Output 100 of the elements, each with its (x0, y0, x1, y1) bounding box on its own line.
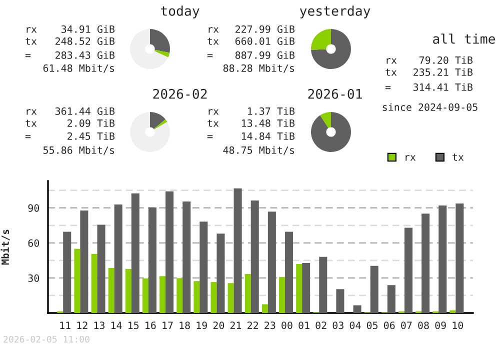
bar (268, 212, 276, 313)
x-tick-label: 19 (196, 322, 207, 330)
bar (422, 214, 430, 313)
bar (250, 200, 259, 313)
x-tick-label: 07 (401, 322, 412, 330)
text: 34.91 GiB (61, 25, 115, 33)
bar (234, 188, 242, 313)
bar (302, 263, 310, 313)
bar (216, 234, 225, 313)
text: 88.28 Mbit/s (223, 64, 294, 73)
donut-slice (320, 112, 331, 128)
bar (80, 210, 88, 313)
bar (166, 191, 174, 313)
text: 1.37 TiB (248, 107, 295, 115)
bar (200, 222, 208, 313)
text: rx (26, 109, 37, 115)
x-tick-label: 17 (162, 322, 173, 329)
text: 14.84 TiB (242, 132, 295, 140)
text: rx (386, 58, 397, 64)
x-tick-label: 03 (332, 322, 344, 330)
x-tick-label: 14 (111, 322, 122, 329)
text: 61.48 Mbit/s (43, 64, 114, 73)
bar (456, 204, 464, 313)
bar (450, 310, 456, 313)
bar (182, 201, 191, 313)
bar (63, 232, 72, 313)
donut-slice (311, 112, 351, 152)
bar (148, 208, 156, 313)
x-tick-label: 04 (350, 322, 361, 330)
text: rx (208, 27, 219, 33)
bar (210, 282, 217, 313)
text: 79.20 TiB (419, 56, 473, 64)
donut-slice (130, 29, 168, 69)
bar (387, 285, 396, 313)
bar (160, 276, 166, 313)
bar (194, 281, 200, 313)
legend-label: rx (406, 155, 416, 161)
donut-slice (154, 119, 168, 130)
x-tick-label: 06 (384, 322, 395, 330)
text: 2.09 TiB (68, 119, 115, 127)
text: 660.01 GiB (235, 37, 295, 45)
donut-slice (130, 112, 170, 152)
x-tick-label: 21 (230, 322, 242, 329)
x-tick-label: 20 (213, 322, 224, 330)
x-tick-label: 00 (282, 322, 292, 330)
text: tx (386, 68, 397, 76)
bar (74, 248, 80, 313)
text: 248.52 GiB (56, 37, 115, 45)
text: 887.99 GiB (235, 51, 295, 59)
x-tick-label: 09 (435, 322, 446, 330)
text: tx (208, 38, 219, 45)
text: 283.43 GiB (56, 51, 115, 59)
text: = (25, 54, 31, 58)
bar (91, 254, 98, 313)
x-tick-label: 18 (180, 322, 190, 330)
bar (279, 277, 285, 313)
bar (244, 274, 251, 313)
y-tick-label: 60 (28, 239, 40, 247)
donut-slice (311, 29, 351, 69)
donut-slice (150, 112, 166, 129)
x-tick-label: 12 (77, 322, 88, 329)
bar (108, 268, 114, 313)
bar (125, 268, 132, 313)
text: all time (433, 34, 495, 44)
bar (404, 228, 412, 313)
chart-title: 2026-02 (153, 88, 207, 99)
bar (336, 289, 344, 313)
text: 48.75 Mbit/s (223, 146, 294, 155)
text: since 2024-09-05 (382, 103, 478, 111)
y-tick-label: 90 (28, 204, 40, 212)
x-tick-label: 11 (60, 322, 70, 329)
chart-title: today (160, 6, 200, 18)
bar (319, 256, 328, 313)
text: 2.45 TiB (68, 132, 115, 140)
x-tick-label: 23 (264, 322, 276, 330)
text: = (207, 54, 213, 58)
text: = (25, 135, 31, 138)
x-tick-label: 15 (128, 322, 139, 330)
text: tx (26, 38, 37, 45)
x-tick-label: 08 (418, 322, 429, 330)
text: = (385, 86, 391, 90)
legend-label: tx (452, 154, 464, 161)
text: 361.44 GiB (55, 107, 115, 115)
x-tick-label: 13 (94, 322, 104, 330)
text: 235.21 TiB (414, 68, 473, 76)
bar (228, 283, 234, 313)
text: 55.86 Mbit/s (43, 146, 114, 155)
chart-title: 2026-01 (308, 88, 362, 99)
bar (142, 278, 148, 313)
x-tick-label: 05 (366, 322, 378, 330)
bar (114, 204, 122, 313)
text: tx (208, 120, 219, 127)
y-axis-title: Mbit/s (0, 230, 10, 265)
chart-title: yesterday (300, 6, 370, 18)
text: 227.99 GiB (236, 25, 295, 33)
bar (296, 264, 302, 313)
x-tick-label: 01 (298, 322, 310, 330)
x-tick-label: 16 (146, 322, 156, 330)
bar (176, 278, 183, 313)
donut-slice (154, 50, 170, 58)
